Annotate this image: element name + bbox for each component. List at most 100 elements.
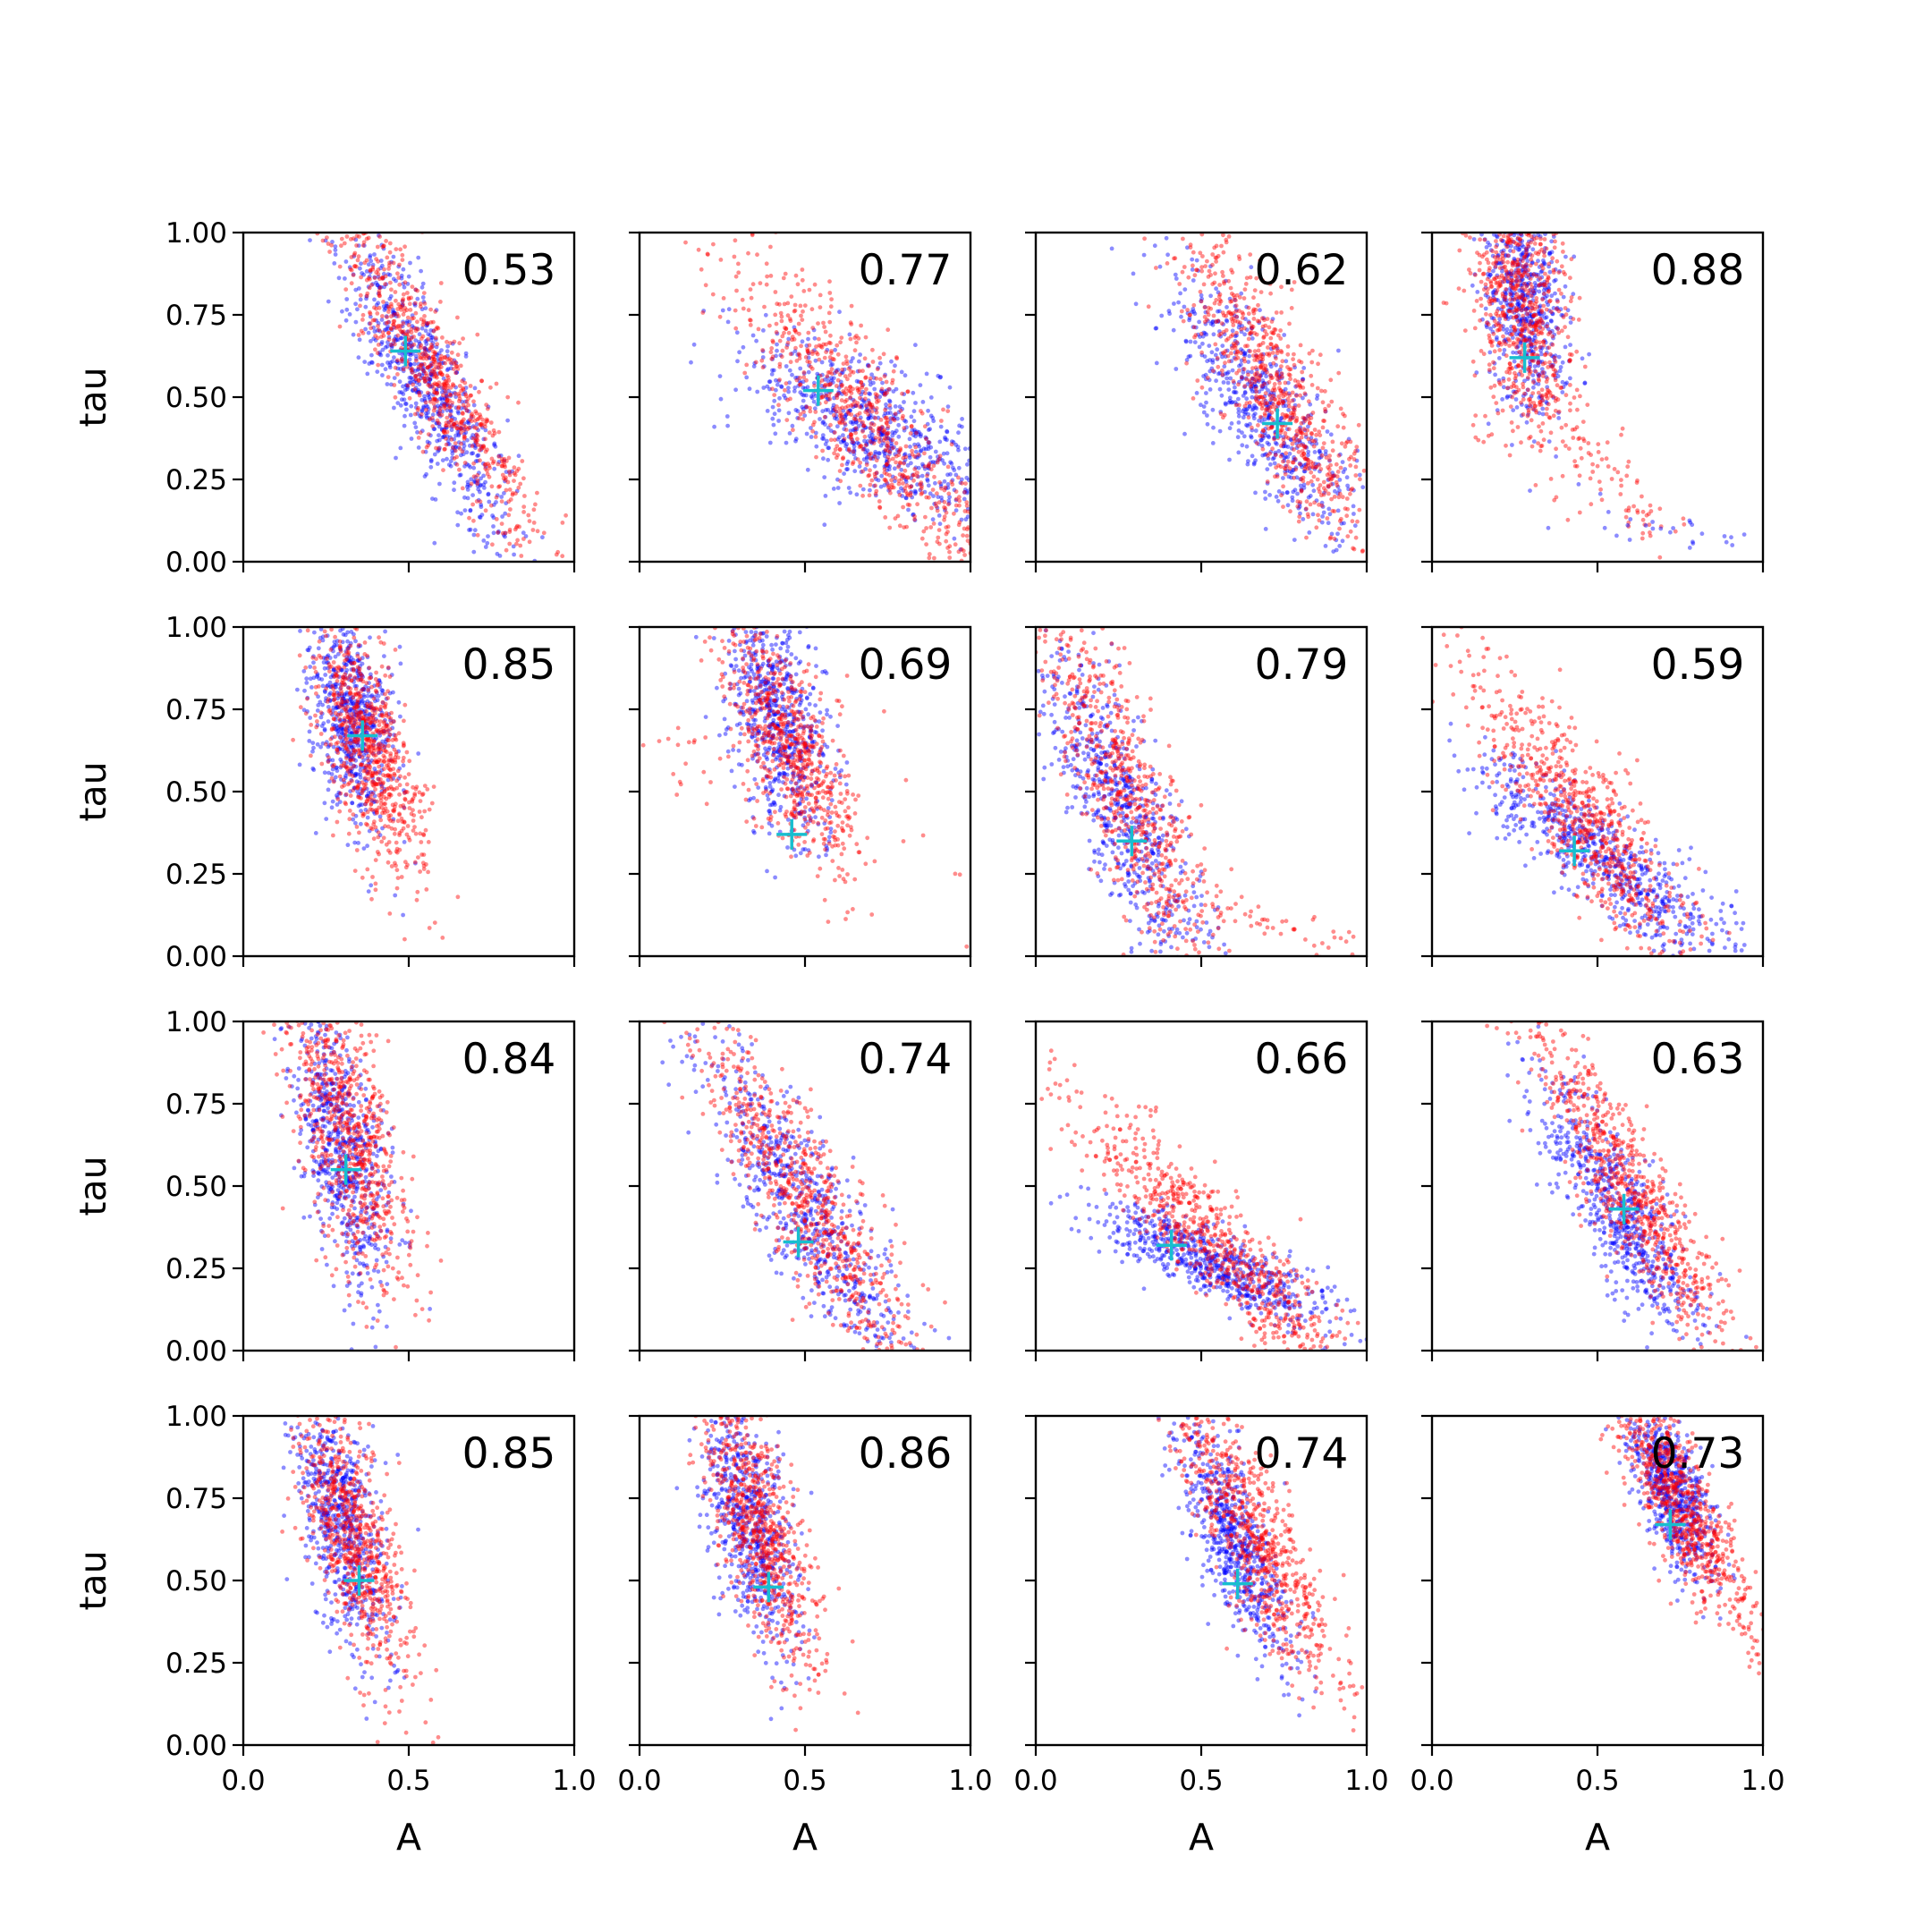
- scatter-point-blue: [1234, 315, 1240, 319]
- scatter-point-red: [478, 414, 483, 419]
- scatter-point-blue: [1556, 354, 1562, 360]
- scatter-point-red: [448, 404, 453, 409]
- scatter-point-blue: [761, 364, 767, 369]
- scatter-point-blue: [1253, 384, 1258, 389]
- scatter-point-red: [1327, 453, 1332, 458]
- scatter-point-blue: [459, 426, 464, 431]
- scatter-point-blue: [420, 295, 426, 300]
- scatter-point-red: [352, 250, 358, 256]
- scatter-point-blue: [772, 411, 777, 417]
- scatter-point-red: [389, 304, 394, 309]
- scatter-point-red: [435, 418, 440, 423]
- scatter-point-red: [1279, 310, 1284, 315]
- scatter-point-red: [964, 504, 970, 508]
- scatter-point-red: [389, 326, 394, 331]
- scatter-point-red: [1276, 386, 1282, 391]
- estimate-marker: [802, 375, 834, 406]
- scatter-point-red: [935, 508, 940, 513]
- scatter-point-blue: [1246, 459, 1250, 463]
- scatter-point-blue: [882, 413, 886, 419]
- scatter-point-blue: [819, 360, 825, 365]
- scatter-point-blue: [1531, 233, 1537, 239]
- scatter-point-blue: [813, 358, 818, 363]
- scatter-point-red: [445, 399, 449, 403]
- scatter-point-red: [459, 419, 463, 425]
- scatter-point-red: [1252, 288, 1258, 292]
- scatter-point-blue: [1281, 403, 1286, 409]
- scatter-point-blue: [1242, 385, 1247, 390]
- scatter-point-blue: [770, 416, 775, 421]
- scatter-point-blue: [852, 469, 858, 474]
- scatter-point-red: [1220, 372, 1225, 377]
- scatter-point-blue: [884, 405, 888, 411]
- scatter-point-red: [475, 434, 480, 438]
- scatter-point-red: [846, 446, 852, 452]
- scatter-point-blue: [1274, 362, 1278, 368]
- scatter-point-red: [415, 319, 419, 325]
- scatter-point-blue: [876, 455, 880, 460]
- scatter-point-blue: [864, 403, 869, 409]
- scatter-point-red: [827, 396, 833, 402]
- scatter-point-red: [706, 252, 710, 257]
- scatter-point-blue: [889, 446, 894, 451]
- scatter-point-blue: [1521, 297, 1526, 302]
- scatter-point-red: [890, 377, 895, 383]
- scatter-point-blue: [874, 470, 879, 476]
- scatter-point-red: [1283, 471, 1288, 477]
- scatter-point-blue: [432, 427, 437, 432]
- scatter-point-blue: [1267, 435, 1271, 440]
- scatter-point-red: [399, 357, 404, 361]
- scatter-point-red: [846, 388, 852, 394]
- scatter-point-red: [519, 554, 524, 558]
- scatter-point-blue: [852, 444, 857, 449]
- scatter-point-red: [1224, 313, 1228, 318]
- scatter-point-blue: [1289, 470, 1294, 475]
- scatter-point-red: [1297, 359, 1301, 364]
- scatter-point-red: [896, 481, 902, 487]
- scatter-point-blue: [1503, 314, 1508, 319]
- scatter-point-blue: [1249, 265, 1254, 270]
- scatter-point-red: [372, 318, 377, 323]
- scatter-point-blue: [902, 457, 908, 462]
- scatter-point-blue: [1537, 411, 1542, 416]
- scatter-point-red: [961, 548, 966, 554]
- scatter-point-red: [1218, 331, 1224, 336]
- scatter-point-red: [442, 428, 447, 433]
- scatter-point-red: [942, 517, 946, 522]
- scatter-point-red: [900, 416, 905, 421]
- scatter-point-blue: [761, 386, 767, 390]
- scatter-point-red: [1288, 417, 1293, 422]
- scatter-point-red: [1172, 256, 1176, 261]
- scatter-point-red: [898, 408, 903, 413]
- scatter-point-blue: [402, 387, 408, 393]
- scatter-point-red: [458, 426, 463, 431]
- scatter-point-blue: [1260, 384, 1266, 389]
- scatter-point-blue: [820, 409, 826, 414]
- scatter-point-red: [535, 490, 539, 496]
- scatter-point-red: [1223, 360, 1227, 366]
- scatter-point-red: [841, 389, 846, 394]
- scatter-point-blue: [871, 483, 877, 488]
- scatter-point-blue: [429, 384, 435, 389]
- scatter-point-blue: [1259, 386, 1265, 392]
- scatter-point-blue: [353, 237, 359, 242]
- scatter-point-red: [462, 434, 467, 439]
- scatter-point-red: [508, 507, 513, 512]
- scatter-point-red: [396, 314, 401, 318]
- scatter-point-blue: [857, 359, 861, 364]
- scatter-point-red: [1271, 360, 1276, 366]
- scatter-point-red: [1257, 377, 1262, 383]
- scatter-point-red: [1292, 362, 1297, 368]
- scatter-point-red: [428, 347, 432, 352]
- scatter-point-blue: [376, 301, 381, 306]
- scatter-point-blue: [429, 360, 434, 366]
- scatter-point-red: [1322, 419, 1326, 423]
- scatter-point-blue: [775, 382, 780, 387]
- scatter-point-blue: [1131, 271, 1136, 276]
- scatter-point-blue: [951, 465, 955, 470]
- scatter-point-blue: [1206, 318, 1210, 324]
- scatter-point-blue: [1566, 359, 1572, 363]
- scatter-point-blue: [812, 348, 817, 352]
- scatter-point-red: [1259, 406, 1265, 411]
- scatter-point-blue: [888, 416, 894, 420]
